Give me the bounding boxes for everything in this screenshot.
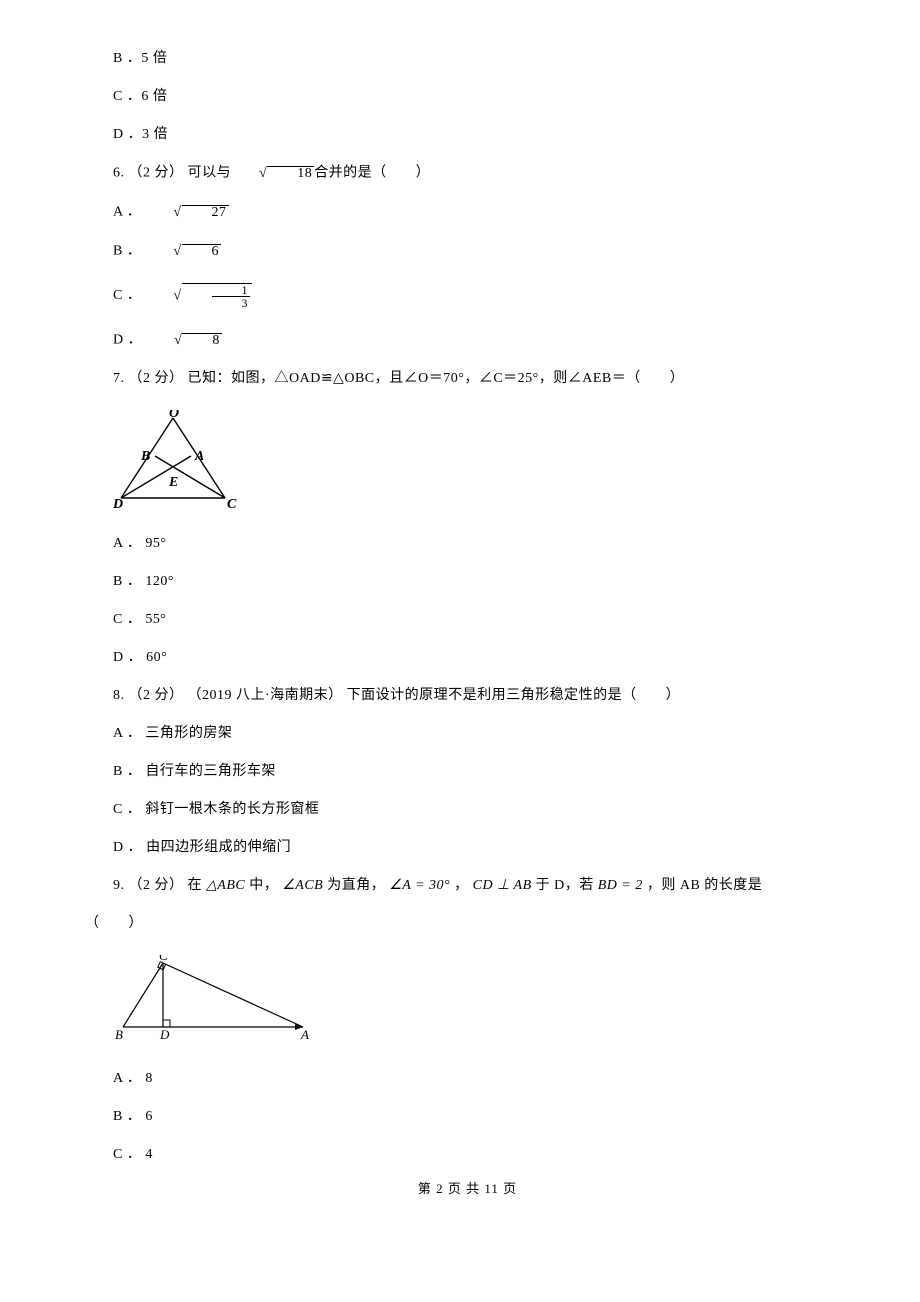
q7-option-b: B ． 120° — [85, 575, 850, 589]
q7-option-d: D ． 60° — [85, 651, 850, 665]
q6-option-a: A ． √27 — [85, 205, 850, 220]
page-footer: 第 2 页 共 11 页 — [85, 1178, 850, 1197]
svg-text:O: O — [169, 410, 179, 421]
q9-perp: CD ⊥ AB — [473, 878, 532, 893]
q6-optA-prefix: A ． — [113, 205, 141, 220]
svg-text:B: B — [115, 1027, 123, 1042]
q8-option-c: C ． 斜钉一根木条的长方形窗框 — [85, 803, 850, 817]
page-content: B ．5 倍 C ．6 倍 D ．3 倍 6. （2 分） 可以与√18合并的是… — [0, 0, 920, 1237]
q6-option-b: B ． √6 — [85, 244, 850, 259]
svg-text:D: D — [159, 1027, 170, 1042]
q6-optC-prefix: C ． — [113, 288, 141, 303]
q9-diagram: C B D A — [113, 955, 850, 1050]
q6-option-d: D ． √8 — [85, 333, 850, 348]
q9-option-a: A ． 8 — [85, 1072, 850, 1086]
sqrt-18: √18 — [231, 166, 314, 181]
q6-stem: 6. （2 分） 可以与√18合并的是（ ） — [85, 166, 850, 181]
q6-optD-prefix: D ． — [113, 333, 142, 348]
svg-text:A: A — [300, 1027, 309, 1042]
q6-stem-suffix: 合并的是（ ） — [314, 166, 430, 181]
sqrt-frac-1-3: √13 — [145, 283, 252, 309]
svg-text:E: E — [168, 475, 178, 490]
q9-p1: 9. （2 分） 在 — [113, 878, 206, 893]
q9-stem-line1: 9. （2 分） 在 △ABC 中， ∠ACB 为直角， ∠A = 30° ， … — [85, 879, 850, 893]
sqrt-27: √27 — [145, 205, 228, 220]
q9-p5: 于 D，若 — [532, 878, 598, 893]
frac-1-3: 13 — [212, 284, 251, 309]
q9-p3: 为直角， — [323, 878, 389, 893]
q8-option-d: D ． 由四边形组成的伸缩门 — [85, 841, 850, 855]
svg-text:C: C — [227, 497, 237, 510]
q9-tri: △ABC — [206, 878, 245, 893]
q7-option-a: A ． 95° — [85, 537, 850, 551]
q6-option-c: C ． √13 — [85, 283, 850, 309]
svg-text:C: C — [159, 955, 168, 963]
q5-option-b: B ．5 倍 — [85, 52, 850, 66]
q9-stem-line2: （ ） — [85, 917, 850, 931]
q7-option-c: C ． 55° — [85, 613, 850, 627]
svg-text:B: B — [140, 449, 150, 464]
q9-ang1: ∠ACB — [282, 878, 323, 893]
q9-p2: 中， — [245, 878, 282, 893]
svg-text:D: D — [113, 497, 123, 510]
q9-svg: C B D A — [113, 955, 318, 1045]
sqrt-8: √8 — [146, 333, 222, 348]
q5-option-c: C ．6 倍 — [85, 90, 850, 104]
q8-option-a: A ． 三角形的房架 — [85, 727, 850, 741]
q9-bd: BD = 2 — [598, 878, 643, 893]
q7-stem: 7. （2 分） 已知：如图，△OAD≌△OBC，且∠O＝70°，∠C＝25°，… — [85, 372, 850, 386]
q9-p6: ，则 AB 的长度是 — [643, 878, 762, 893]
svg-text:A: A — [194, 449, 204, 464]
q6-stem-prefix: 6. （2 分） 可以与 — [113, 166, 231, 181]
sqrt-6: √6 — [145, 244, 221, 259]
q6-optB-prefix: B ． — [113, 244, 141, 259]
q9-p4: ， — [450, 878, 473, 893]
q5-option-d: D ．3 倍 — [85, 128, 850, 142]
q7-svg: O B A E D C — [113, 410, 253, 510]
q9-option-c: C ． 4 — [85, 1148, 850, 1162]
q8-option-b: B ． 自行车的三角形车架 — [85, 765, 850, 779]
q7-diagram: O B A E D C — [113, 410, 850, 515]
q9-option-b: B ． 6 — [85, 1110, 850, 1124]
q9-ang2: ∠A = 30° — [389, 878, 450, 893]
q8-stem: 8. （2 分） （2019 八上·海南期末） 下面设计的原理不是利用三角形稳定… — [85, 689, 850, 703]
